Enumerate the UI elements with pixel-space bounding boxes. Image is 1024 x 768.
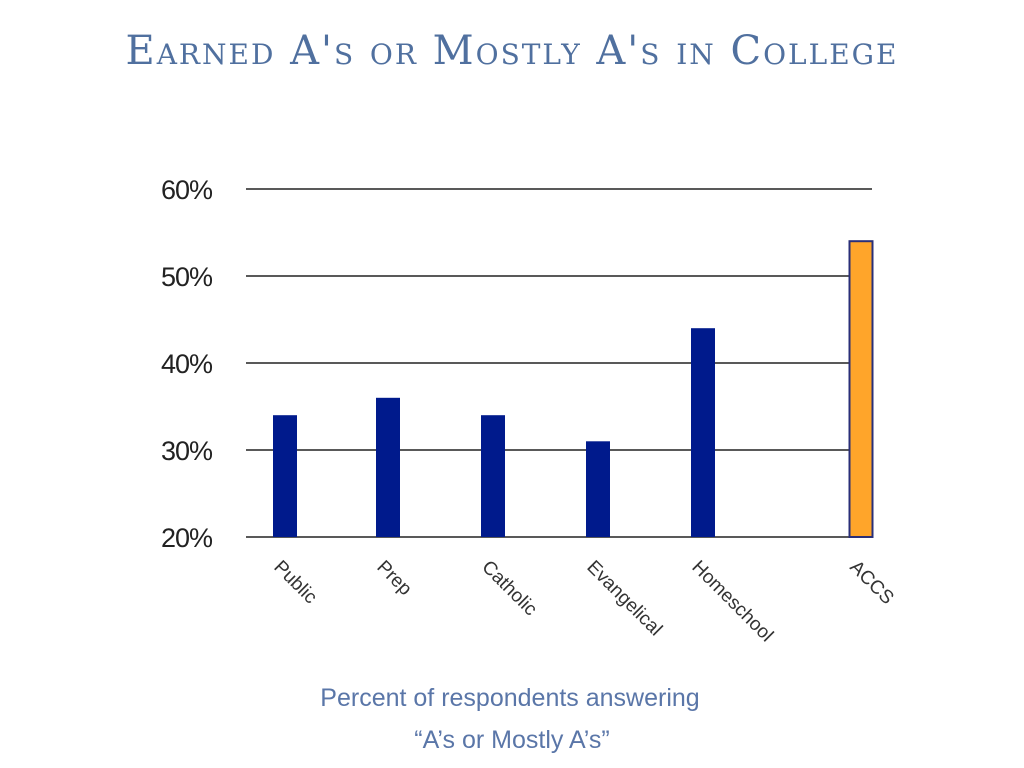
- chart-title: Earned A's or Mostly A's in College: [125, 28, 899, 74]
- y-tick-label: 50%: [161, 262, 213, 292]
- bar-prep: [376, 397, 400, 537]
- x-tick-label: Public: [269, 557, 320, 608]
- x-tick-label: Evangelical: [582, 557, 666, 641]
- y-tick-label: 60%: [161, 175, 213, 205]
- bar-catholic: [481, 415, 505, 537]
- x-tick-label: Prep: [372, 557, 415, 600]
- x-tick-label: ACCS: [845, 557, 897, 609]
- bar-evangelical: [586, 441, 610, 537]
- bar-public: [273, 415, 297, 537]
- bar-accs: [848, 240, 874, 538]
- y-tick-label: 20%: [161, 523, 213, 553]
- chart-subtitle-line-1: Percent of respondents answering: [320, 684, 700, 712]
- y-tick-label: 40%: [161, 349, 213, 379]
- bar-homeschool: [691, 328, 715, 537]
- x-tick-label: Homeschool: [687, 557, 777, 647]
- x-tick-label: Catholic: [477, 557, 540, 620]
- y-tick-label: 30%: [161, 436, 213, 466]
- chart-subtitle-line-2: “A’s or Mostly A’s”: [414, 726, 610, 754]
